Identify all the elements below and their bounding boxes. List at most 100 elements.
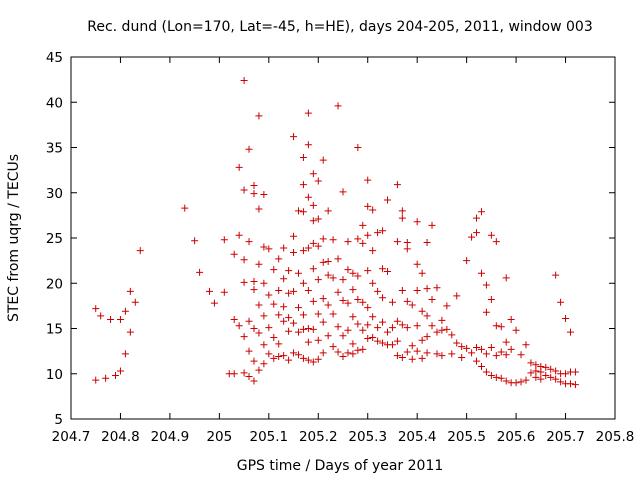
data-point: [255, 205, 263, 213]
data-point: [112, 372, 120, 380]
data-point: [359, 221, 367, 229]
data-point: [418, 307, 426, 315]
axis-ticks: 204.7 204.8 204.9 205 205.1 205.2 205.3 205.4 20…: [46, 50, 635, 445]
data-point: [532, 373, 540, 381]
data-point: [294, 328, 302, 336]
data-point: [319, 235, 327, 243]
data-point: [566, 328, 574, 336]
data-point: [477, 345, 485, 353]
data-point: [562, 370, 570, 378]
data-point: [492, 238, 500, 246]
data-point: [502, 351, 510, 359]
data-point: [398, 353, 406, 361]
data-point: [136, 247, 144, 255]
y-tick-label: 30: [46, 186, 63, 202]
data-point: [126, 328, 134, 336]
data-point: [537, 368, 545, 376]
data-point: [250, 182, 258, 190]
data-point: [482, 308, 490, 316]
chart-title: Rec. dund (Lon=170, Lat=-45, h=HE), days…: [87, 19, 593, 35]
data-point: [309, 239, 317, 247]
data-point: [334, 323, 342, 331]
data-point: [280, 352, 288, 360]
x-tick-label: 204.9: [151, 429, 190, 445]
data-point: [477, 208, 485, 216]
data-point: [245, 372, 253, 380]
data-point: [97, 312, 105, 320]
data-point: [344, 266, 352, 274]
data-point: [438, 326, 446, 334]
data-point: [492, 352, 500, 360]
data-point: [403, 324, 411, 332]
data-point: [453, 292, 461, 300]
data-point: [255, 329, 263, 337]
data-point: [240, 369, 248, 377]
data-point: [403, 239, 411, 247]
data-point: [487, 231, 495, 239]
data-point: [359, 345, 367, 353]
data-point: [324, 258, 332, 266]
data-point: [304, 109, 312, 117]
data-point: [388, 324, 396, 332]
data-point: [334, 288, 342, 296]
data-point: [285, 314, 293, 322]
data-point: [314, 276, 322, 284]
data-point: [364, 304, 372, 312]
data-point: [398, 321, 406, 329]
data-point: [482, 368, 490, 376]
data-point: [240, 333, 248, 341]
data-point: [290, 349, 298, 357]
data-point: [240, 278, 248, 286]
y-tick-label: 15: [46, 322, 63, 338]
data-point: [369, 334, 377, 342]
data-point: [280, 303, 288, 311]
data-point: [482, 281, 490, 289]
data-point: [250, 325, 258, 332]
data-point: [473, 357, 481, 365]
data-point: [364, 321, 372, 329]
data-points: [92, 77, 579, 389]
data-point: [285, 356, 293, 364]
data-point: [463, 257, 471, 265]
data-point: [393, 337, 401, 345]
data-point: [438, 352, 446, 360]
data-point: [255, 260, 263, 268]
x-tick-label: 205.8: [596, 429, 635, 445]
data-point: [453, 339, 461, 347]
data-point: [92, 305, 100, 313]
data-point: [473, 344, 481, 352]
x-tick-label: 205.3: [348, 429, 387, 445]
data-point: [334, 102, 342, 110]
data-point: [566, 380, 574, 388]
data-point: [220, 288, 228, 296]
data-point: [497, 374, 505, 382]
data-point: [270, 334, 278, 342]
data-point: [285, 267, 293, 275]
y-tick-label: 5: [54, 412, 63, 428]
data-point: [463, 344, 471, 352]
data-point: [349, 313, 357, 321]
data-point: [552, 375, 560, 383]
data-point: [413, 286, 421, 294]
data-point: [324, 332, 332, 340]
data-point: [250, 286, 258, 294]
data-point: [280, 244, 288, 252]
data-point: [245, 238, 253, 246]
data-point: [260, 312, 268, 320]
data-point: [369, 247, 377, 255]
data-point: [374, 229, 382, 237]
data-point: [349, 340, 357, 348]
data-point: [359, 326, 367, 334]
data-point: [448, 331, 456, 339]
data-point: [260, 191, 268, 199]
data-point: [408, 355, 416, 363]
data-point: [314, 310, 322, 318]
data-point: [354, 144, 362, 151]
x-tick-label: 205: [206, 429, 232, 445]
data-point: [275, 311, 283, 319]
data-point: [393, 181, 401, 189]
data-point: [393, 238, 401, 246]
data-point: [210, 299, 218, 307]
data-point: [329, 274, 337, 282]
x-axis-title: GPS time / Days of year 2011: [237, 458, 444, 474]
